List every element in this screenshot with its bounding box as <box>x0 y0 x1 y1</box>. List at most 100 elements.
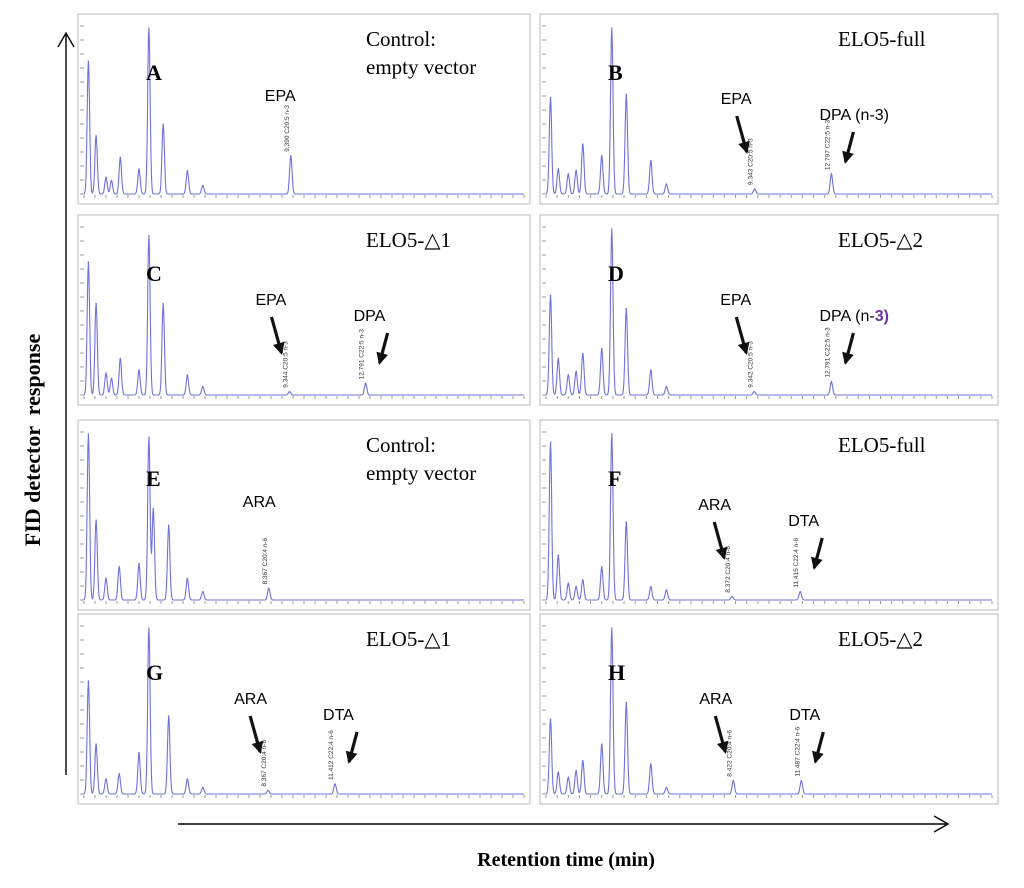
peak-apex <box>138 369 140 371</box>
peak-apex <box>288 390 291 393</box>
peak-apex <box>650 585 652 588</box>
peak-apex <box>167 715 170 717</box>
annotation-arrow <box>712 521 728 560</box>
peak-apex <box>95 302 97 305</box>
compound-label-dpa: DPA <box>354 308 386 325</box>
chromatogram-trace <box>83 628 524 795</box>
compound-name: ARA <box>699 691 732 708</box>
peak-apex <box>753 390 756 393</box>
peak-apex <box>601 743 603 745</box>
annotation-arrow <box>248 715 264 754</box>
peak-apex <box>202 786 204 789</box>
compound-name: DPA <box>354 308 386 325</box>
peak-apex <box>625 521 628 523</box>
peak-apex <box>575 770 577 772</box>
panel-letter: E <box>146 466 161 491</box>
panel-letter: D <box>608 261 624 286</box>
arrow-head <box>737 341 750 355</box>
compound-label-ara: ARA <box>698 497 731 514</box>
peak-apex <box>138 168 140 170</box>
peak-apex <box>557 771 560 774</box>
peak-apex <box>799 590 801 593</box>
panel-title: ELO5-△2 <box>838 228 923 252</box>
peak-label: 12.791 C22:5 n-3 <box>824 327 831 378</box>
peak-apex <box>731 595 733 598</box>
compound-label-dpa: DPA (n-3) <box>819 107 889 124</box>
annotation-arrow <box>735 115 750 154</box>
peak-apex <box>162 123 164 126</box>
peak-apex <box>611 433 613 435</box>
annotation-arrow <box>812 731 825 764</box>
arrow-head <box>842 351 854 365</box>
chromatogram-trace <box>545 28 992 195</box>
peak-apex <box>557 554 560 556</box>
peak-apex <box>665 589 668 591</box>
x-axis-arrowhead <box>933 815 950 833</box>
compound-suffix-prefix: (n- <box>855 308 875 325</box>
peak-apex <box>118 566 120 568</box>
peak-label: 8.422 C20:4 n-6 <box>726 730 733 777</box>
compound-name: ARA <box>243 494 276 511</box>
peak-apex <box>582 143 584 145</box>
peak-apex <box>800 779 803 782</box>
peak-apex <box>118 773 120 775</box>
peak-apex <box>105 577 107 580</box>
peak-apex <box>148 27 150 29</box>
peak-label: 11.412 C22:4 n-6 <box>328 730 335 780</box>
peak-apex <box>186 170 189 172</box>
chromatogram-trace <box>83 28 524 195</box>
compound-name: EPA <box>265 88 296 105</box>
compound-label-epa: EPA <box>720 292 751 309</box>
compound-suffix-emph: 3) <box>875 308 889 325</box>
arrow-head <box>273 341 285 355</box>
annotation-arrow <box>811 537 824 570</box>
peak-label: 9.390 C20:5 n-3 <box>284 105 291 152</box>
peak-apex <box>582 352 584 355</box>
peak-apex <box>202 184 204 187</box>
annotation-arrow <box>734 316 750 355</box>
peak-apex <box>119 156 122 159</box>
peak-apex <box>268 587 270 590</box>
compound-name: EPA <box>255 292 286 309</box>
peak-apex <box>567 582 570 585</box>
peak-apex <box>105 372 107 375</box>
chromatogram-trace <box>83 433 524 601</box>
peak-label: 8.367 C20:4 n-6 <box>261 740 268 787</box>
peak-label: 8.372 C20:4 n-6 <box>725 546 732 593</box>
annotation-arrow <box>842 131 855 164</box>
panel-frame <box>539 419 999 611</box>
peak-apex <box>148 627 150 629</box>
peak-apex <box>732 779 735 782</box>
panel-subtitle: empty vector <box>366 461 476 485</box>
peak-apex <box>186 778 189 780</box>
peak-label: 12.797 C22:5 n-3 <box>824 119 831 170</box>
peak-apex <box>334 783 336 785</box>
compound-name: DPA <box>819 308 851 325</box>
peak-label: 12.791 C22:5 n-3 <box>359 329 366 380</box>
peak-apex <box>650 763 652 765</box>
arrow-head <box>345 750 358 764</box>
arrow-head <box>812 750 824 764</box>
compound-label-epa: EPA <box>265 88 296 105</box>
peak-apex <box>95 519 97 522</box>
compound-label-ara: ARA <box>699 691 732 708</box>
peak-apex <box>119 357 122 360</box>
peak-apex <box>549 96 552 99</box>
peak-apex <box>87 680 90 682</box>
compound-label-dpa: DPA (n-3) <box>819 308 889 325</box>
peak-apex <box>186 577 189 580</box>
y-axis-arrowhead <box>57 31 75 48</box>
panel-b: B ELO5-full 9.343 C20:5 n-3 EPA 12.797 C22:5… <box>539 13 999 205</box>
panel-title: ELO5-△1 <box>366 228 451 252</box>
peak-apex <box>575 371 577 373</box>
compound-suffix: (n-3) <box>855 107 889 124</box>
peak-apex <box>138 751 140 754</box>
annotation-arrow <box>376 332 390 365</box>
annotation-arrow <box>842 332 855 365</box>
peak-apex <box>575 170 577 172</box>
compound-name: DTA <box>323 707 354 724</box>
panel-d: D ELO5-△2 9.342 C20:5 n-3 EPA 12.791 C22:5 n… <box>539 214 999 406</box>
peak-apex <box>87 433 90 435</box>
peak-apex <box>582 760 584 762</box>
peak-label: 11.415 C22:4 n-6 <box>793 538 800 588</box>
